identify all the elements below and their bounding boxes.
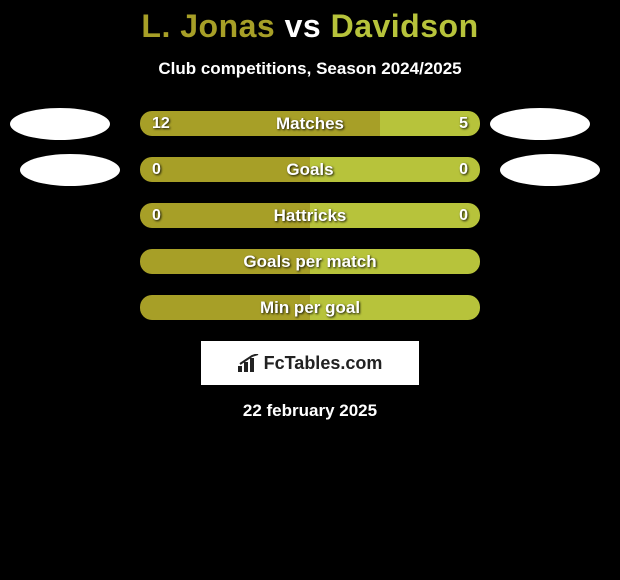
bar-track: [140, 295, 480, 320]
bar-track: [140, 249, 480, 274]
bar-left: [140, 295, 310, 320]
avatar: [10, 108, 110, 140]
stat-value-left: 0: [152, 203, 161, 228]
date: 22 february 2025: [0, 401, 620, 421]
avatar: [500, 154, 600, 186]
bar-left: [140, 111, 380, 136]
chart-icon: [238, 354, 260, 372]
stat-value-left: 0: [152, 157, 161, 182]
stat-row: Goals00: [0, 157, 620, 182]
comparison-card: L. Jonas vs Davidson Club competitions, …: [0, 0, 620, 421]
bar-left: [140, 203, 310, 228]
logo-box: FcTables.com: [201, 341, 419, 385]
bar-left: [140, 249, 310, 274]
bar-track: [140, 157, 480, 182]
vs-text: vs: [285, 8, 322, 44]
subtitle: Club competitions, Season 2024/2025: [0, 59, 620, 79]
avatar: [490, 108, 590, 140]
stat-value-left: 12: [152, 111, 170, 136]
bar-left: [140, 157, 310, 182]
stat-value-right: 5: [459, 111, 468, 136]
stat-value-right: 0: [459, 157, 468, 182]
logo-text: FcTables.com: [264, 353, 383, 374]
stat-row: Hattricks00: [0, 203, 620, 228]
logo: FcTables.com: [238, 353, 383, 374]
avatar: [20, 154, 120, 186]
player2-name: Davidson: [331, 8, 479, 44]
player1-name: L. Jonas: [141, 8, 275, 44]
stat-row: Min per goal: [0, 295, 620, 320]
bar-track: [140, 111, 480, 136]
stat-value-right: 0: [459, 203, 468, 228]
bar-right: [310, 157, 480, 182]
stats-list: Matches125Goals00Hattricks00Goals per ma…: [0, 111, 620, 320]
bar-track: [140, 203, 480, 228]
stat-row: Matches125: [0, 111, 620, 136]
bar-right: [310, 295, 480, 320]
page-title: L. Jonas vs Davidson: [0, 8, 620, 45]
bar-right: [310, 203, 480, 228]
bar-right: [310, 249, 480, 274]
stat-row: Goals per match: [0, 249, 620, 274]
